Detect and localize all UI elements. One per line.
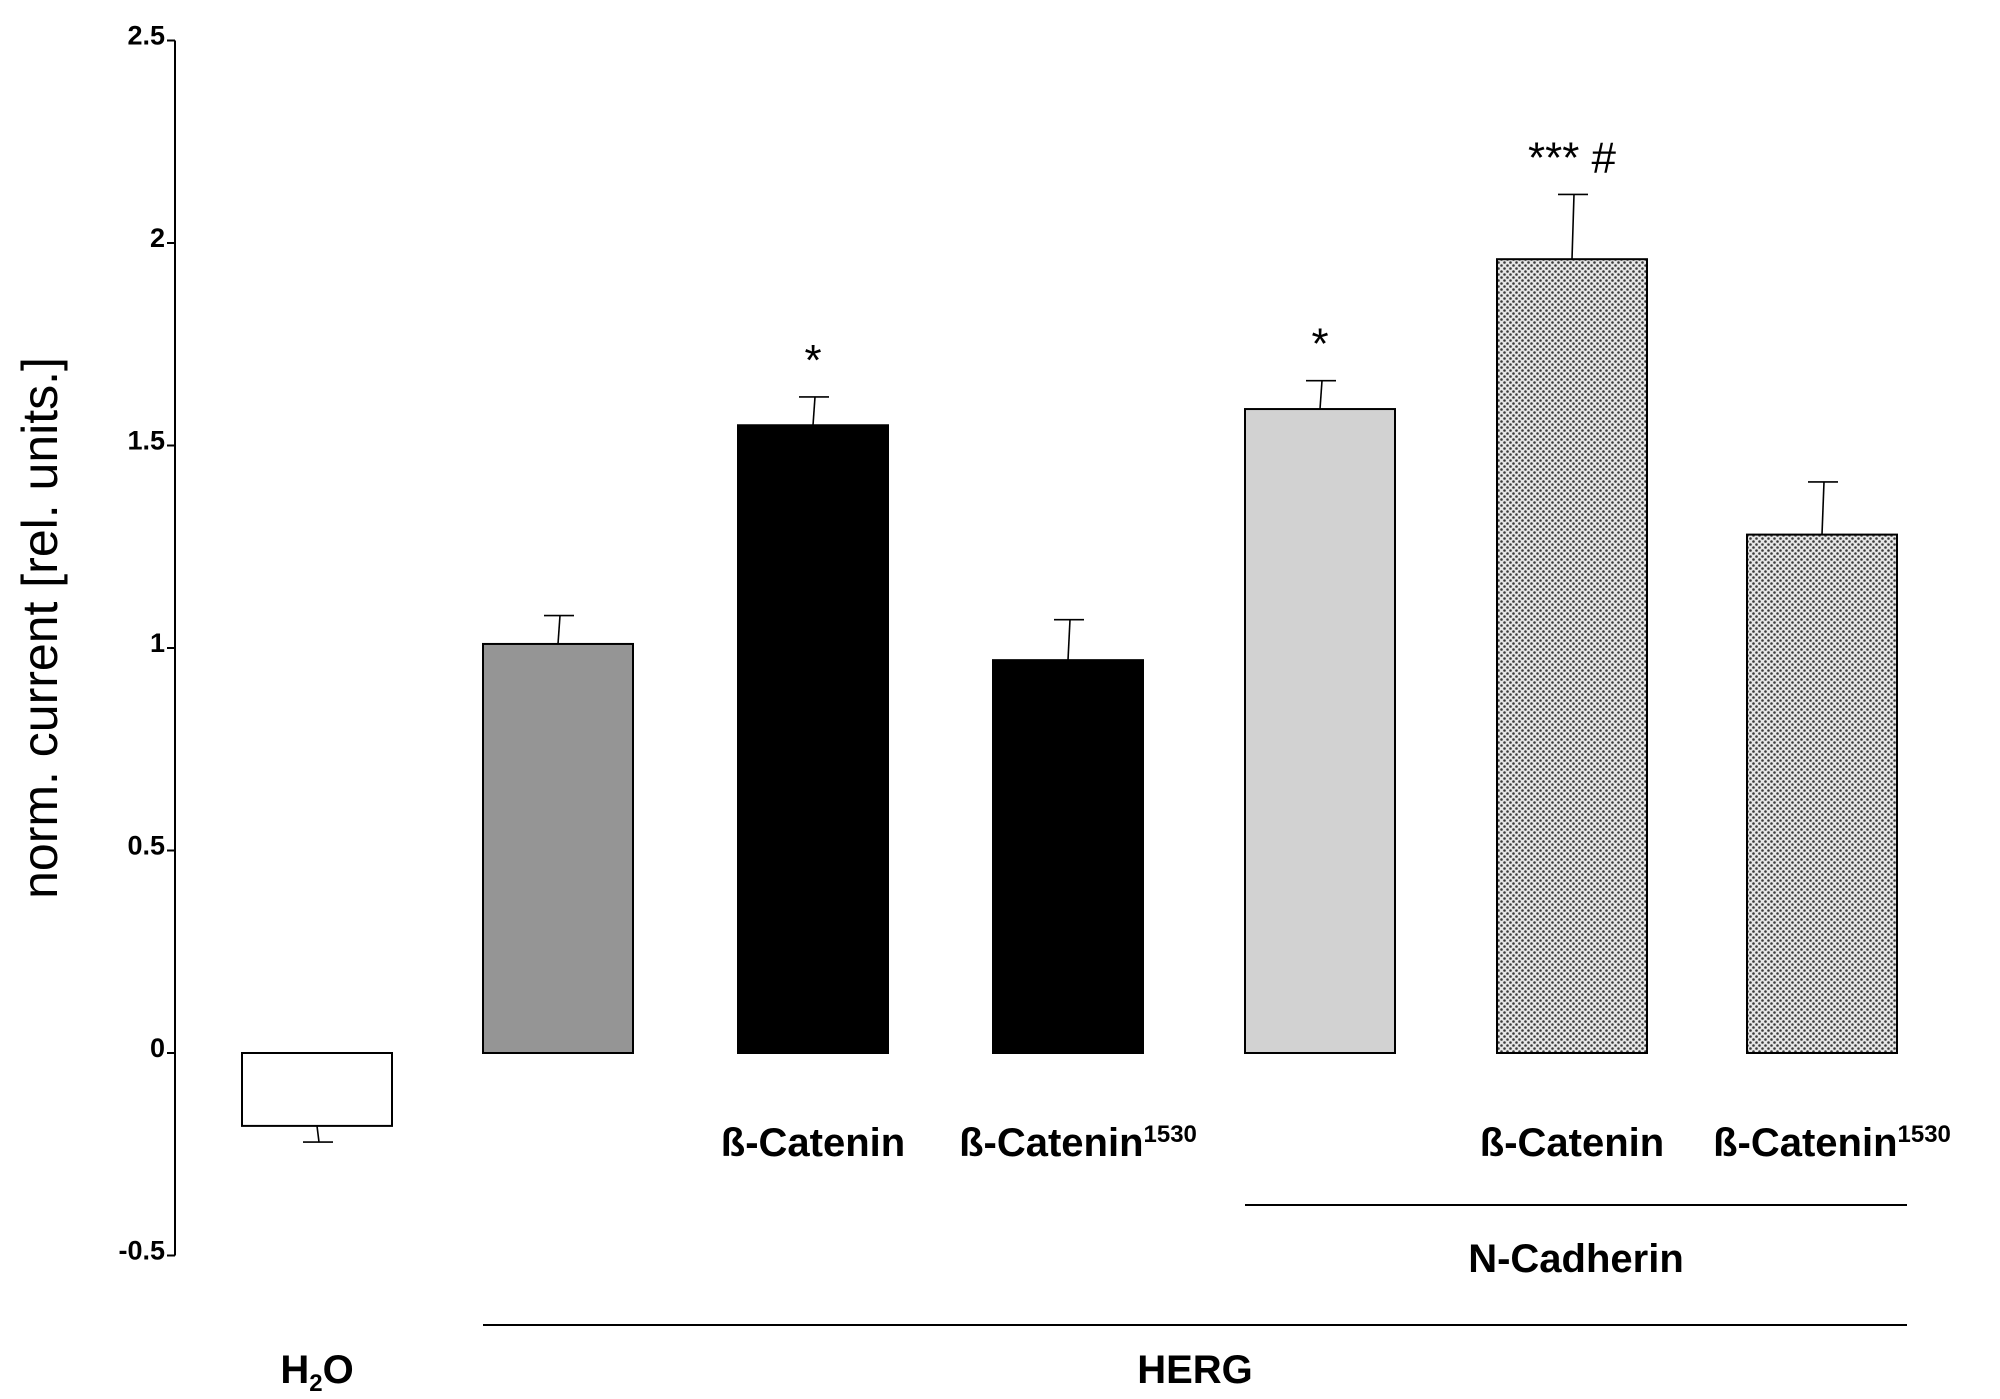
y-tick-label: -0.5 — [118, 1236, 165, 1266]
y-tick-label: 2 — [150, 223, 165, 253]
error-bar — [1067, 619, 1071, 661]
h2o-main: H — [280, 1348, 309, 1392]
h2o-tail: O — [323, 1348, 354, 1392]
error-bar — [812, 396, 816, 426]
group-label: N-Cadherin — [1468, 1237, 1684, 1281]
y-axis-label: norm. current [rel. units.] — [12, 357, 68, 899]
category-label: ß-Catenin1530 — [1713, 1121, 1951, 1165]
category-label-superscript: 1530 — [1144, 1121, 1197, 1148]
error-bar — [557, 615, 561, 645]
category-label-text: ß-Catenin — [1713, 1121, 1897, 1165]
bar — [737, 424, 889, 1054]
category-label-text: ß-Catenin — [959, 1121, 1143, 1165]
error-bar — [316, 1125, 320, 1143]
group-labels: N-Cadherin HERG — [483, 1204, 1907, 1392]
bar — [1244, 408, 1396, 1054]
h2o-label: H2O — [280, 1348, 353, 1397]
bar — [241, 1052, 393, 1127]
y-tick-label: 2.5 — [127, 21, 165, 51]
category-labels: ß-Catenin ß-Catenin1530 ß-Catenin ß-Catenin… — [280, 1121, 1951, 1397]
h2o-subscript: 2 — [309, 1370, 322, 1397]
significance-marker: *** # — [1528, 133, 1617, 182]
group-label: HERG — [1137, 1348, 1253, 1392]
bar — [1746, 533, 1898, 1054]
category-label-superscript: 1530 — [1898, 1121, 1951, 1148]
y-tick-label: 1.5 — [127, 426, 165, 456]
y-tick-label: 0 — [150, 1033, 165, 1063]
y-tick-label: 0.5 — [127, 831, 165, 861]
category-label: ß-Catenin1530 — [959, 1121, 1197, 1165]
bars-group: * * *** # — [241, 133, 1898, 1143]
bar — [482, 642, 634, 1054]
bar — [1496, 258, 1648, 1054]
significance-marker: * — [1311, 320, 1328, 369]
y-axis: -0.5 0 0.5 1 1.5 2 2.5 norm. current [rel. unit… — [12, 21, 176, 1266]
significance-marker: * — [804, 336, 821, 385]
category-label: ß-Catenin — [721, 1121, 905, 1165]
error-bar — [1821, 481, 1825, 535]
category-label-text: ß-Catenin — [721, 1121, 905, 1165]
y-tick-label: 1 — [150, 628, 165, 658]
error-bar — [1571, 194, 1575, 260]
bar — [992, 659, 1144, 1055]
error-bar — [1319, 380, 1323, 410]
category-label-text: ß-Catenin — [1480, 1121, 1664, 1165]
category-label: ß-Catenin — [1480, 1121, 1664, 1165]
